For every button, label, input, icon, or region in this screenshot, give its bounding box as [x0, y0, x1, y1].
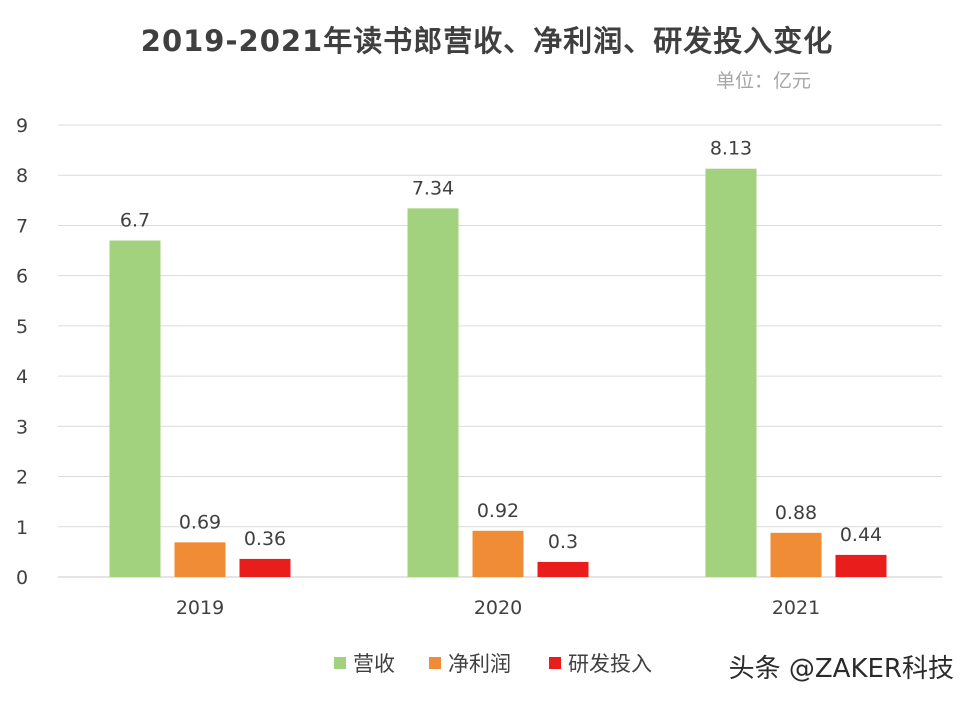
bar [537, 561, 589, 577]
data-label: 8.13 [710, 138, 752, 160]
bar [705, 168, 757, 577]
legend-label: 营收 [353, 652, 395, 676]
bars [109, 168, 887, 577]
data-label: 0.3 [548, 531, 578, 553]
x-axis-ticks: 2019 2020 2021 [176, 597, 820, 619]
y-tick-label: 0 [16, 567, 28, 589]
x-tick-label: 2021 [772, 597, 820, 619]
legend-swatch [429, 657, 441, 669]
bar [109, 240, 161, 577]
bar-chart: 0 1 2 3 4 5 6 7 8 9 6.7 0.69 0.36 7.34 0.92 0.3 8.13 0.8… [16, 115, 942, 619]
legend: 营收 净利润 研发投入 [0, 648, 974, 678]
y-tick-label: 4 [16, 366, 28, 388]
data-label: 0.44 [840, 524, 882, 546]
legend-swatch [549, 657, 561, 669]
bar [835, 554, 887, 577]
legend-item: 研发投入 [549, 648, 652, 678]
y-tick-label: 6 [16, 266, 28, 288]
bar [770, 532, 822, 577]
y-tick-label: 9 [16, 115, 28, 137]
legend-item: 净利润 [429, 648, 511, 678]
data-labels: 6.7 0.69 0.36 7.34 0.92 0.3 8.13 0.88 0.44 [120, 138, 882, 553]
legend-item: 营收 [334, 648, 395, 678]
legend-swatch [334, 657, 346, 669]
x-tick-label: 2020 [474, 597, 522, 619]
y-tick-label: 1 [16, 517, 28, 539]
unit-label: 单位：亿元 [716, 70, 812, 92]
y-axis-ticks: 0 1 2 3 4 5 6 7 8 9 [16, 115, 28, 589]
data-label: 0.69 [179, 511, 221, 533]
data-label: 0.92 [477, 500, 519, 522]
data-label: 7.34 [412, 177, 454, 199]
bar [174, 542, 226, 577]
legend-label: 研发投入 [568, 652, 652, 676]
data-label: 6.7 [120, 210, 150, 232]
chart-title: 2019-2021年读书郎营收、净利润、研发投入变化 [140, 24, 834, 58]
y-tick-label: 5 [16, 316, 28, 338]
y-tick-label: 2 [16, 467, 28, 489]
data-label: 0.36 [244, 528, 286, 550]
y-tick-label: 8 [16, 165, 28, 187]
x-tick-label: 2019 [176, 597, 224, 619]
watermark: 头条 @ZAKER科技 [728, 654, 954, 684]
y-tick-label: 3 [16, 416, 28, 438]
bar [472, 530, 524, 577]
legend-label: 净利润 [448, 652, 511, 676]
bar [239, 558, 291, 577]
bar [407, 208, 459, 577]
data-label: 0.88 [775, 502, 817, 524]
y-tick-label: 7 [16, 215, 28, 237]
